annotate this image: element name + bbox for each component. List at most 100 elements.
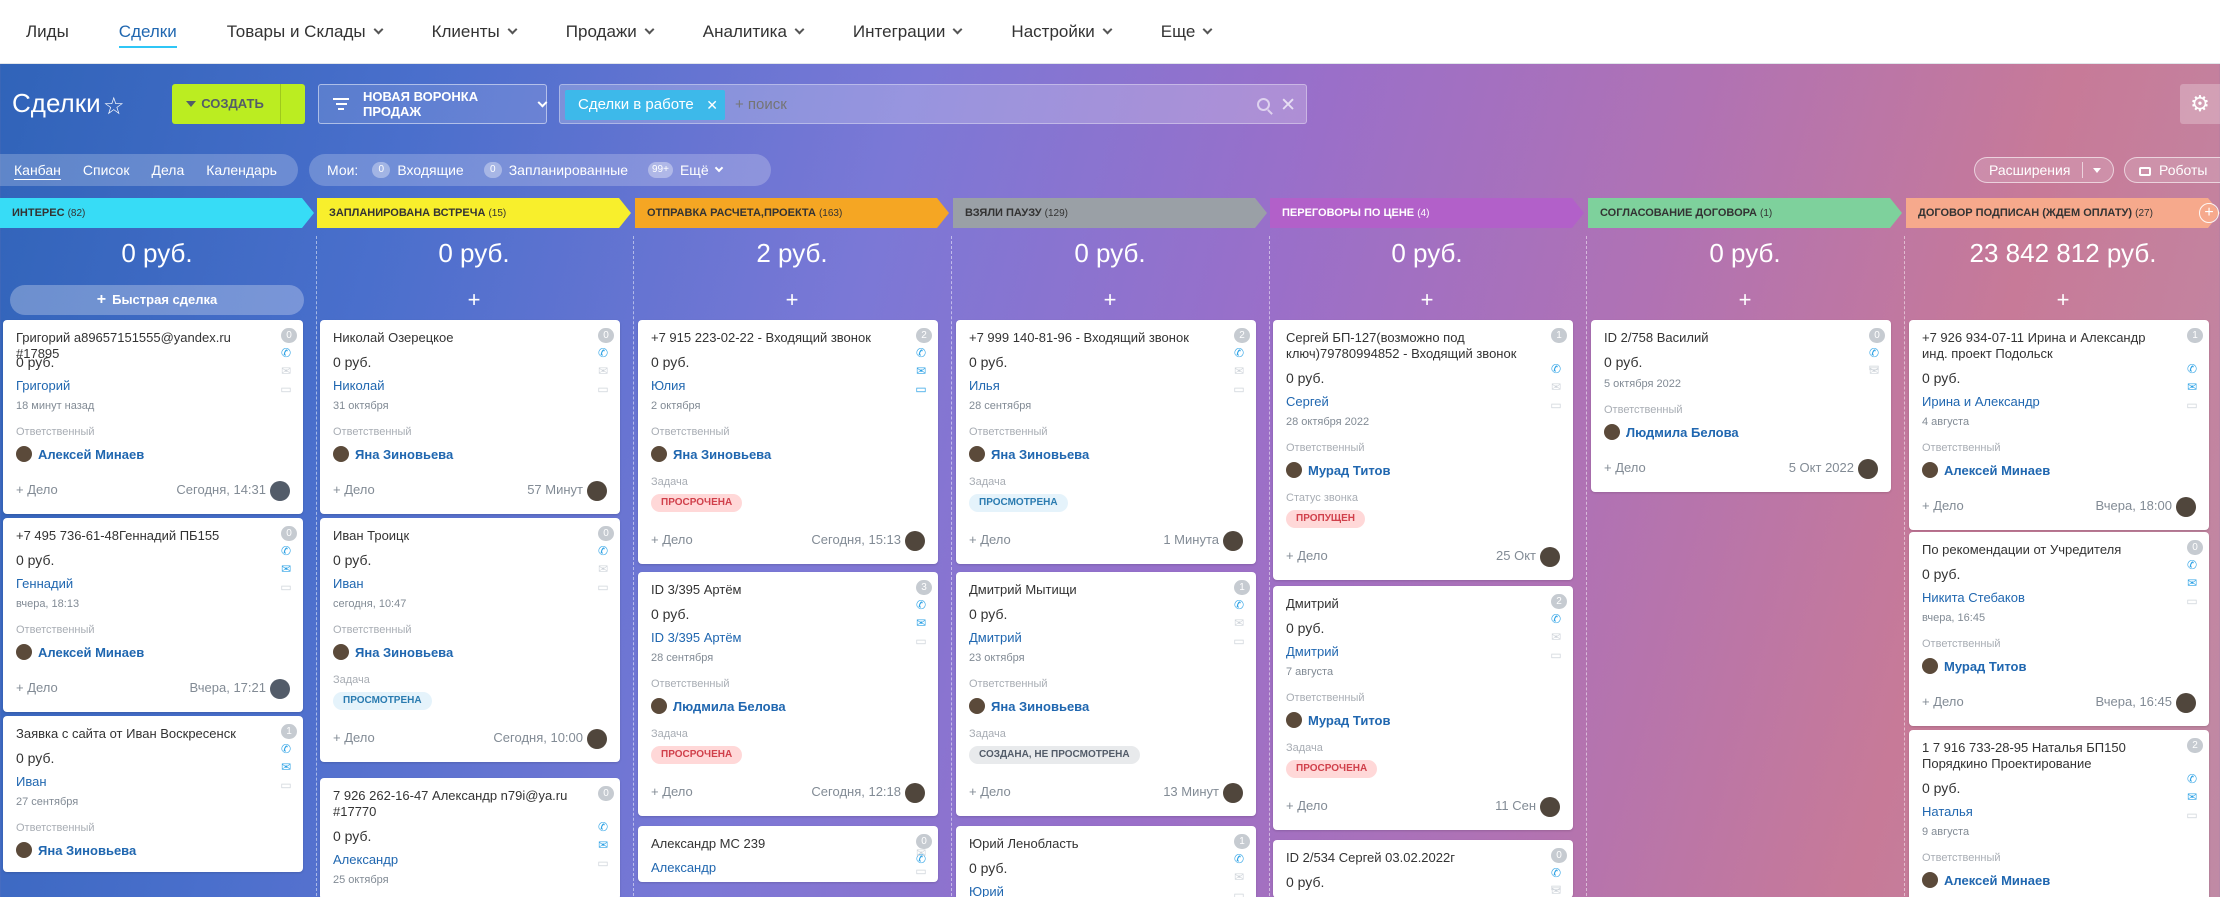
phone-icon[interactable]: ✆ <box>1868 346 1880 360</box>
mail-icon[interactable]: ✉ <box>1550 630 1562 644</box>
contact-link[interactable]: Николай <box>333 378 385 393</box>
phone-icon[interactable]: ✆ <box>597 346 609 360</box>
mail-icon[interactable]: ✉ <box>597 838 609 852</box>
deal-title[interactable]: ID 2/534 Сергей 03.02.2022г <box>1286 850 1455 865</box>
search-icon[interactable] <box>1257 98 1270 111</box>
deal-card[interactable]: Дмитрий Мытищи 1 ✆ 0 руб. ✉ Дмитрий ▭ 23 октябр… <box>956 572 1256 816</box>
column-header[interactable]: Переговоры по цене (4) <box>1270 198 1584 228</box>
contact-link[interactable]: Наталья <box>1922 804 1973 819</box>
add-deal-icon[interactable]: + <box>467 287 481 312</box>
mail-icon[interactable]: ✉ <box>915 364 927 378</box>
contact-link[interactable]: Иван <box>16 774 47 789</box>
responsible-user[interactable]: Яна Зиновьева <box>333 446 453 462</box>
chat-icon[interactable]: ▭ <box>597 382 609 396</box>
extensions-button[interactable]: Расширения <box>1974 157 2114 183</box>
nav-item[interactable]: Товары и Склады <box>227 0 384 64</box>
mail-icon[interactable]: ✉ <box>1868 364 1880 378</box>
phone-icon[interactable]: ✆ <box>1550 362 1562 376</box>
chat-icon[interactable]: ▭ <box>1233 382 1245 396</box>
phone-icon[interactable]: ✆ <box>915 346 927 360</box>
mail-icon[interactable]: ✉ <box>1233 870 1245 884</box>
nav-item[interactable]: Сделки <box>118 0 177 64</box>
phone-icon[interactable]: ✆ <box>280 742 292 756</box>
mail-icon[interactable]: ✉ <box>2186 790 2198 804</box>
contact-link[interactable]: Дмитрий <box>1286 644 1339 659</box>
add-activity-link[interactable]: + Дело <box>16 482 58 497</box>
robots-button[interactable]: Роботы <box>2124 157 2220 183</box>
add-activity-link[interactable]: + Дело <box>1604 460 1646 475</box>
phone-icon[interactable]: ✆ <box>2186 558 2198 572</box>
deal-title[interactable]: Сергей БП-127(возможно под ключ)79780994… <box>1286 330 1517 361</box>
add-deal-icon[interactable]: + <box>2056 287 2070 312</box>
nav-item[interactable]: Интеграции <box>853 0 963 64</box>
chip-close-icon[interactable]: ✕ <box>706 97 718 113</box>
favorite-star-icon[interactable]: ☆ <box>103 93 125 120</box>
add-activity-link[interactable]: + Дело <box>333 730 375 745</box>
chat-icon[interactable]: ▭ <box>280 382 292 396</box>
chat-icon[interactable]: ▭ <box>2186 398 2198 412</box>
column-header[interactable]: Взяли паузу (129) <box>953 198 1267 228</box>
mail-icon[interactable]: ✉ <box>1550 884 1562 897</box>
gear-icon[interactable]: ⚙ <box>2180 84 2220 124</box>
view-tab[interactable]: Календарь <box>206 162 277 178</box>
responsible-user[interactable]: Алексей Минаев <box>16 446 144 462</box>
responsible-user[interactable]: Алексей Минаев <box>1922 462 2050 478</box>
add-column-icon[interactable]: + <box>2199 203 2219 223</box>
mail-icon[interactable]: ✉ <box>915 846 927 860</box>
responsible-user[interactable]: Алексей Минаев <box>1922 872 2050 888</box>
chat-icon[interactable]: ▭ <box>280 778 292 792</box>
chat-icon[interactable]: ▭ <box>1550 398 1562 412</box>
create-button[interactable]: СОЗДАТЬ <box>172 84 305 124</box>
phone-icon[interactable]: ✆ <box>915 598 927 612</box>
view-tab[interactable]: Список <box>82 162 130 178</box>
deal-title[interactable]: +7 495 736-61-48Геннадий ПБ155 <box>16 528 220 543</box>
deal-title[interactable]: Дмитрий <box>1286 596 1339 611</box>
deal-title[interactable]: Григорий a89657151555@yandex.ru #17895 <box>16 330 231 361</box>
contact-link[interactable]: Юрий <box>969 884 1004 897</box>
contact-link[interactable]: Юлия <box>651 378 686 393</box>
deal-card[interactable]: Дмитрий 2 ✆ 0 руб. ✉ Дмитрий ▭ 7 августа Ответст… <box>1273 586 1573 830</box>
deal-title[interactable]: Иван Троицк <box>333 528 410 543</box>
deal-title[interactable]: По рекомендации от Учредителя <box>1922 542 2122 557</box>
deal-card[interactable]: +7 915 223-02-22 - Входящий звонок 2 ✆ 0 ру… <box>638 320 938 564</box>
chat-icon[interactable]: ▭ <box>597 856 609 870</box>
deal-card[interactable]: +7 999 140-81-96 - Входящий звонок 2 ✆ 0 ру… <box>956 320 1256 564</box>
add-activity-link[interactable]: + Дело <box>16 680 58 695</box>
mail-icon[interactable]: ✉ <box>1233 616 1245 630</box>
nav-item[interactable]: Клиенты <box>432 0 518 64</box>
deal-card[interactable]: +7 495 736-61-48Геннадий ПБ155 0 ✆ 0 руб. ✉ Г… <box>3 518 303 712</box>
deal-title[interactable]: ID 3/395 Артём <box>651 582 742 597</box>
phone-icon[interactable]: ✆ <box>280 346 292 360</box>
add-deal-icon[interactable]: + <box>1420 287 1434 312</box>
responsible-user[interactable]: Яна Зиновьева <box>651 446 771 462</box>
search-bar[interactable]: Сделки в работе ✕ ✕ <box>559 84 1307 125</box>
responsible-user[interactable]: Людмила Белова <box>1604 424 1739 440</box>
chat-icon[interactable]: ▭ <box>915 382 927 396</box>
mail-icon[interactable]: ✉ <box>1550 380 1562 394</box>
contact-link[interactable]: Илья <box>969 378 1000 393</box>
deal-title[interactable]: Юрий Ленобласть <box>969 836 1079 851</box>
add-deal-icon[interactable]: + <box>1103 287 1117 312</box>
contact-link[interactable]: Геннадий <box>16 576 74 591</box>
deal-card[interactable]: ID 2/758 Василий 0 ✆ 0 руб. ✉ ▭ 5 октября 2022… <box>1591 320 1891 492</box>
add-activity-link[interactable]: + Дело <box>1286 548 1328 563</box>
nav-item[interactable]: Еще <box>1161 0 1213 64</box>
phone-icon[interactable]: ✆ <box>597 820 609 834</box>
contact-link[interactable]: Ирина и Александр <box>1922 394 2040 409</box>
deal-card[interactable]: По рекомендации от Учредителя 0 ✆ 0 руб. ✉ Ни… <box>1909 532 2209 726</box>
deal-card[interactable]: +7 926 934-07-11 Ирина и Александр инд. … <box>1909 320 2209 530</box>
create-button-label[interactable]: СОЗДАТЬ <box>185 84 281 124</box>
phone-icon[interactable]: ✆ <box>915 852 927 866</box>
column-header[interactable]: Запланирована встреча (15) <box>317 198 631 228</box>
deal-title[interactable]: Александр МС 239 <box>651 836 766 851</box>
phone-icon[interactable]: ✆ <box>1550 866 1562 880</box>
chat-icon[interactable]: ▭ <box>1868 360 1880 374</box>
add-activity-link[interactable]: + Дело <box>1922 694 1964 709</box>
create-dropdown-icon[interactable] <box>172 84 209 124</box>
contact-link[interactable]: Дмитрий <box>969 630 1022 645</box>
chat-icon[interactable]: ▭ <box>2186 594 2198 608</box>
chat-icon[interactable]: ▭ <box>2186 808 2198 822</box>
add-activity-link[interactable]: + Дело <box>969 784 1011 799</box>
chat-icon[interactable]: ▭ <box>1550 880 1562 894</box>
mail-icon[interactable]: ✉ <box>915 616 927 630</box>
